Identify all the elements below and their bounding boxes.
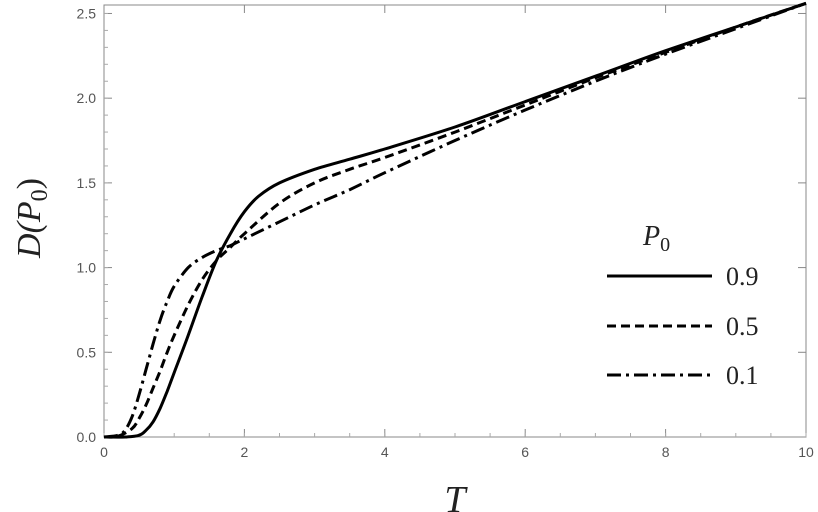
y-tick-label: 1.5 [77,175,97,191]
x-tick-label: 4 [381,444,389,460]
y-tick-label: 0.5 [77,344,97,360]
y-axis-label: D(P0) [11,178,53,259]
series-line-0.5 [103,1,807,439]
legend-title: P0 [642,221,670,256]
series-line-0.9 [103,1,807,439]
legend-label-0.1: 0.1 [726,361,759,390]
x-tick-label: 0 [100,444,108,460]
axis-ticks: 0 2 4 6 8 10 0.0 0.5 1.0 1.5 2.0 2.5 [77,5,814,460]
legend-label-0.5: 0.5 [726,312,759,341]
y-tick-label: 1.0 [77,260,97,276]
x-tick-label: 2 [241,444,249,460]
x-tick-label: 10 [798,444,814,460]
legend: P0 0.9 0.5 0.1 [607,221,759,390]
x-tick-label: 8 [662,444,670,460]
data-curves [103,1,807,439]
legend-entries: 0.9 0.5 0.1 [607,262,759,390]
plot-frame [103,4,807,438]
x-tick-label: 6 [521,444,529,460]
series-line-0.1 [103,1,807,439]
y-tick-label: 2.5 [77,5,97,21]
y-tick-label: 0.0 [77,429,97,445]
y-tick-label: 2.0 [77,90,97,106]
legend-label-0.9: 0.9 [726,262,759,291]
x-axis-label: T [444,479,468,512]
